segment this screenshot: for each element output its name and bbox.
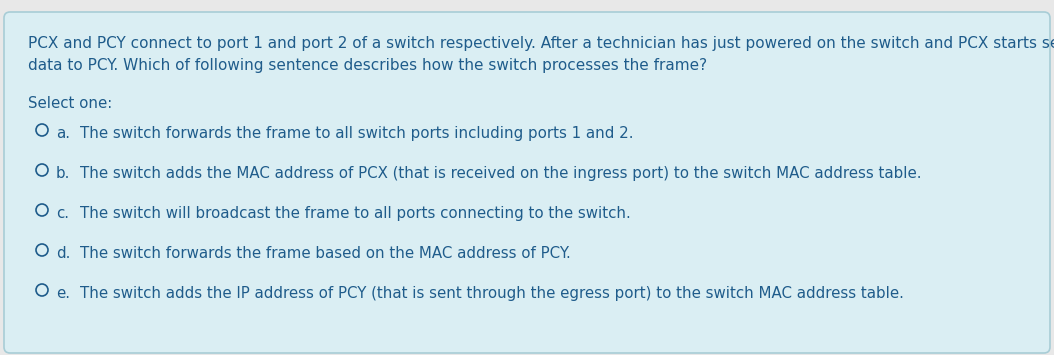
Text: The switch will broadcast the frame to all ports connecting to the switch.: The switch will broadcast the frame to a… bbox=[80, 206, 630, 221]
Text: e.: e. bbox=[56, 286, 70, 301]
Text: The switch adds the MAC address of PCX (that is received on the ingress port) to: The switch adds the MAC address of PCX (… bbox=[80, 166, 921, 181]
FancyBboxPatch shape bbox=[4, 12, 1050, 353]
Text: PCX and PCY connect to port 1 and port 2 of a switch respectively. After a techn: PCX and PCY connect to port 1 and port 2… bbox=[28, 36, 1054, 51]
Text: The switch adds the IP address of PCY (that is sent through the egress port) to : The switch adds the IP address of PCY (t… bbox=[80, 286, 904, 301]
Text: The switch forwards the frame to all switch ports including ports 1 and 2.: The switch forwards the frame to all swi… bbox=[80, 126, 633, 141]
Text: d.: d. bbox=[56, 246, 71, 261]
Text: c.: c. bbox=[56, 206, 69, 221]
Text: data to PCY. Which of following sentence describes how the switch processes the : data to PCY. Which of following sentence… bbox=[28, 58, 707, 73]
Text: b.: b. bbox=[56, 166, 71, 181]
Text: Select one:: Select one: bbox=[28, 96, 112, 111]
Text: The switch forwards the frame based on the MAC address of PCY.: The switch forwards the frame based on t… bbox=[80, 246, 571, 261]
Text: a.: a. bbox=[56, 126, 70, 141]
